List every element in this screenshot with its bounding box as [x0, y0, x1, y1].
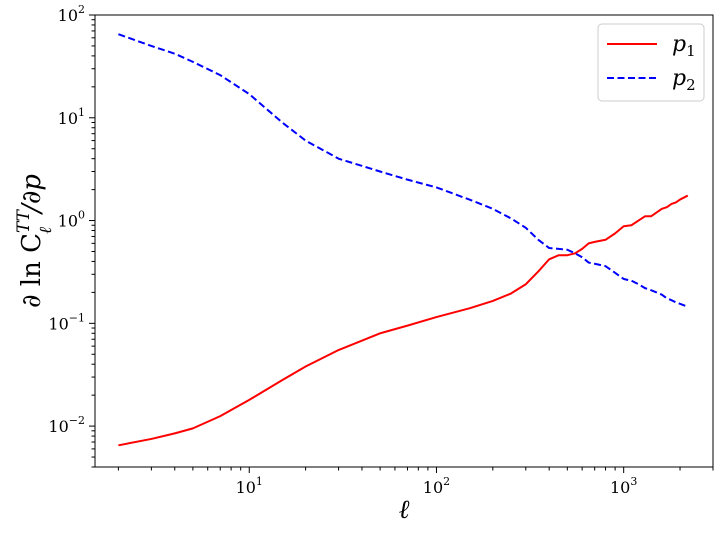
legend: p1 p2 [597, 23, 705, 102]
y-axis-label-tail: /∂p [17, 174, 47, 216]
legend-label-p1: p1 [672, 32, 696, 60]
plot-frame [94, 14, 714, 468]
x-axis-label: ℓ [399, 495, 410, 525]
y-tick-label: 10−2 [48, 414, 85, 436]
y-tick-label: 102 [58, 3, 85, 25]
legend-label-p2: p2 [672, 66, 696, 94]
y-axis-label-sup: TT [14, 208, 34, 233]
series-line-p2 [118, 33, 689, 308]
y-axis-label: ∂ ln CTT ℓ /∂p [14, 174, 56, 308]
series-layer [118, 33, 689, 447]
y-axis-label-sub: ℓ [36, 227, 56, 234]
y-tick-label: 101 [58, 106, 85, 128]
series-line-p1 [118, 194, 689, 447]
y-axis-label-main: ∂ ln C [17, 233, 47, 308]
x-tick-label: 101 [236, 475, 263, 497]
y-tick-label: 100 [58, 209, 85, 231]
x-tick-label: 102 [423, 475, 450, 497]
x-axis: 101 102 103 [117, 467, 714, 497]
x-tick-label: 103 [610, 475, 637, 497]
y-axis: 10−2 10−1 100 101 102 [48, 3, 95, 468]
y-tick-label: 10−1 [48, 311, 85, 333]
